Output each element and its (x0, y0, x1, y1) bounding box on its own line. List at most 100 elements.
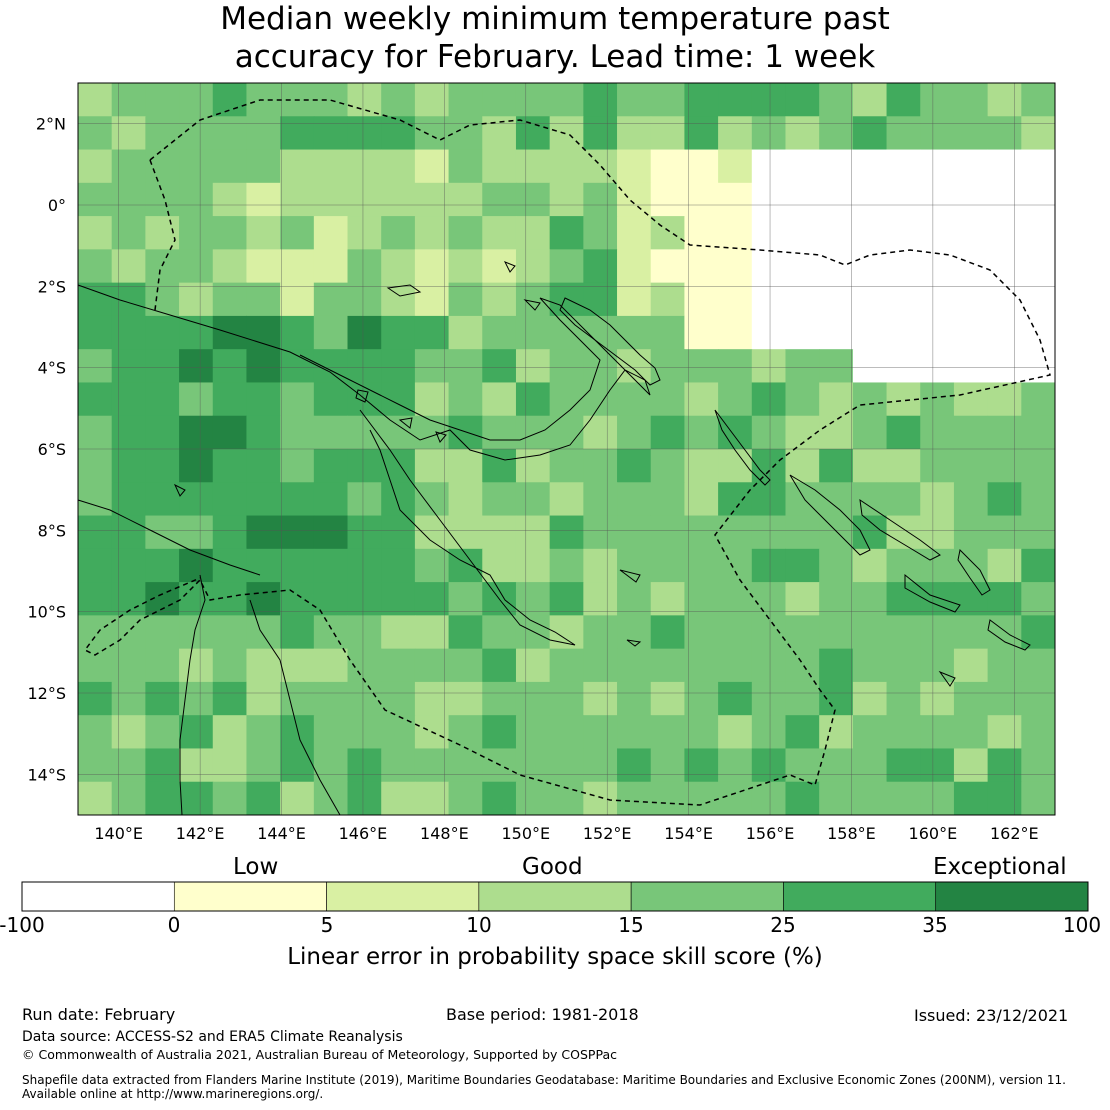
skill-cell (583, 182, 618, 217)
skill-cell (111, 149, 146, 184)
skill-cell (313, 282, 349, 317)
skill-cell (78, 648, 113, 683)
skill-cell (145, 382, 180, 417)
skill-cell (852, 582, 888, 616)
skill-cell (313, 615, 349, 650)
skill-cell (515, 216, 551, 250)
skill-cell (280, 116, 315, 151)
skill-cell (179, 282, 214, 317)
skill-cell (987, 582, 1022, 616)
skill-cell (482, 116, 517, 151)
data-source: Data source: ACCESS-S2 and ERA5 Climate … (22, 1029, 403, 1045)
skill-cell (381, 748, 416, 783)
skill-score-map: 140°E 142°E 144°E 146°E 148°E 150°E 152°E 154°E… (27, 82, 1056, 843)
shapefile-credit-line-2: Available online at http://www.marinereg… (22, 1087, 324, 1101)
skill-cell (650, 615, 685, 650)
skill-cell (819, 715, 854, 749)
skill-cell (785, 382, 820, 417)
skill-cell (852, 548, 888, 583)
skill-cell (179, 349, 214, 383)
map-frame (77, 82, 1056, 816)
longitude-label: 154°E (664, 824, 713, 843)
skill-cell (78, 83, 113, 117)
skill-cell (482, 781, 517, 816)
skill-cell (886, 482, 921, 517)
skill-cell (650, 781, 685, 816)
skill-cell (718, 182, 753, 217)
skill-cell (313, 482, 349, 517)
skill-cell (920, 548, 955, 583)
skill-cell (549, 548, 584, 583)
skill-cell (617, 149, 652, 184)
png-eez-boundary (83, 99, 1051, 806)
skill-cell (549, 349, 584, 383)
skill-cell (583, 748, 618, 783)
skill-cell (179, 415, 214, 450)
skill-cell (448, 349, 483, 383)
skill-cell (78, 781, 113, 816)
skill-cell (482, 449, 517, 483)
skill-cell (852, 681, 888, 716)
skill-cell (684, 415, 719, 450)
skill-cell (482, 315, 517, 350)
skill-cell (751, 83, 786, 117)
skill-cell (751, 715, 786, 749)
skill-cell (246, 582, 281, 616)
skill-cell (920, 748, 955, 783)
skill-cell (785, 415, 820, 450)
skill-cell (482, 282, 517, 317)
skill-cell (347, 415, 382, 450)
skill-cell (313, 681, 349, 716)
skill-cell (886, 548, 921, 583)
skill-cell (212, 748, 247, 783)
colorbar-swatch (935, 881, 1089, 912)
skill-cell (852, 315, 888, 350)
skill-cell (145, 149, 180, 184)
longitude-label: 140°E (94, 824, 143, 843)
skill-cell (718, 582, 753, 616)
skill-cell (852, 748, 888, 783)
skill-cell (482, 182, 517, 217)
colorbar-category-exceptional: Exceptional (933, 854, 1067, 880)
skill-cell (280, 449, 315, 483)
copyright: © Commonwealth of Australia 2021, Austra… (22, 1047, 617, 1062)
skill-cell (347, 449, 382, 483)
skill-cell (819, 482, 854, 517)
skill-cell (953, 116, 989, 151)
skill-cell (347, 116, 382, 151)
skill-cell (347, 515, 382, 550)
skill-cell (819, 149, 854, 184)
skill-cell (414, 548, 450, 583)
skill-cell (414, 515, 450, 550)
skill-cell (179, 116, 214, 151)
skill-cell (617, 548, 652, 583)
skill-cell (684, 582, 719, 616)
skill-cell (617, 449, 652, 483)
latitude-label: 2°S (38, 277, 66, 296)
skill-cell (987, 548, 1022, 583)
skill-cell (718, 282, 753, 317)
skill-cell (111, 482, 146, 517)
skill-cell (583, 415, 618, 450)
skill-cell (684, 482, 719, 517)
skill-cell (179, 449, 214, 483)
skill-cell (684, 382, 719, 417)
skill-cell (515, 182, 551, 217)
skill-cell (347, 748, 382, 783)
skill-cell (650, 582, 685, 616)
skill-cell (212, 349, 247, 383)
skill-cell (111, 548, 146, 583)
skill-cell (246, 748, 281, 783)
skill-cell (414, 648, 450, 683)
skill-cell (684, 781, 719, 816)
skill-cell (953, 415, 989, 450)
skill-cell (1021, 83, 1056, 117)
skill-cell (1021, 548, 1056, 583)
skill-cell (852, 83, 888, 117)
skill-cell (78, 182, 113, 217)
skill-cell (920, 216, 955, 250)
skill-cell (583, 83, 618, 117)
latitude-label: 0° (48, 196, 66, 215)
skill-cell (179, 648, 214, 683)
skill-cell (819, 449, 854, 483)
